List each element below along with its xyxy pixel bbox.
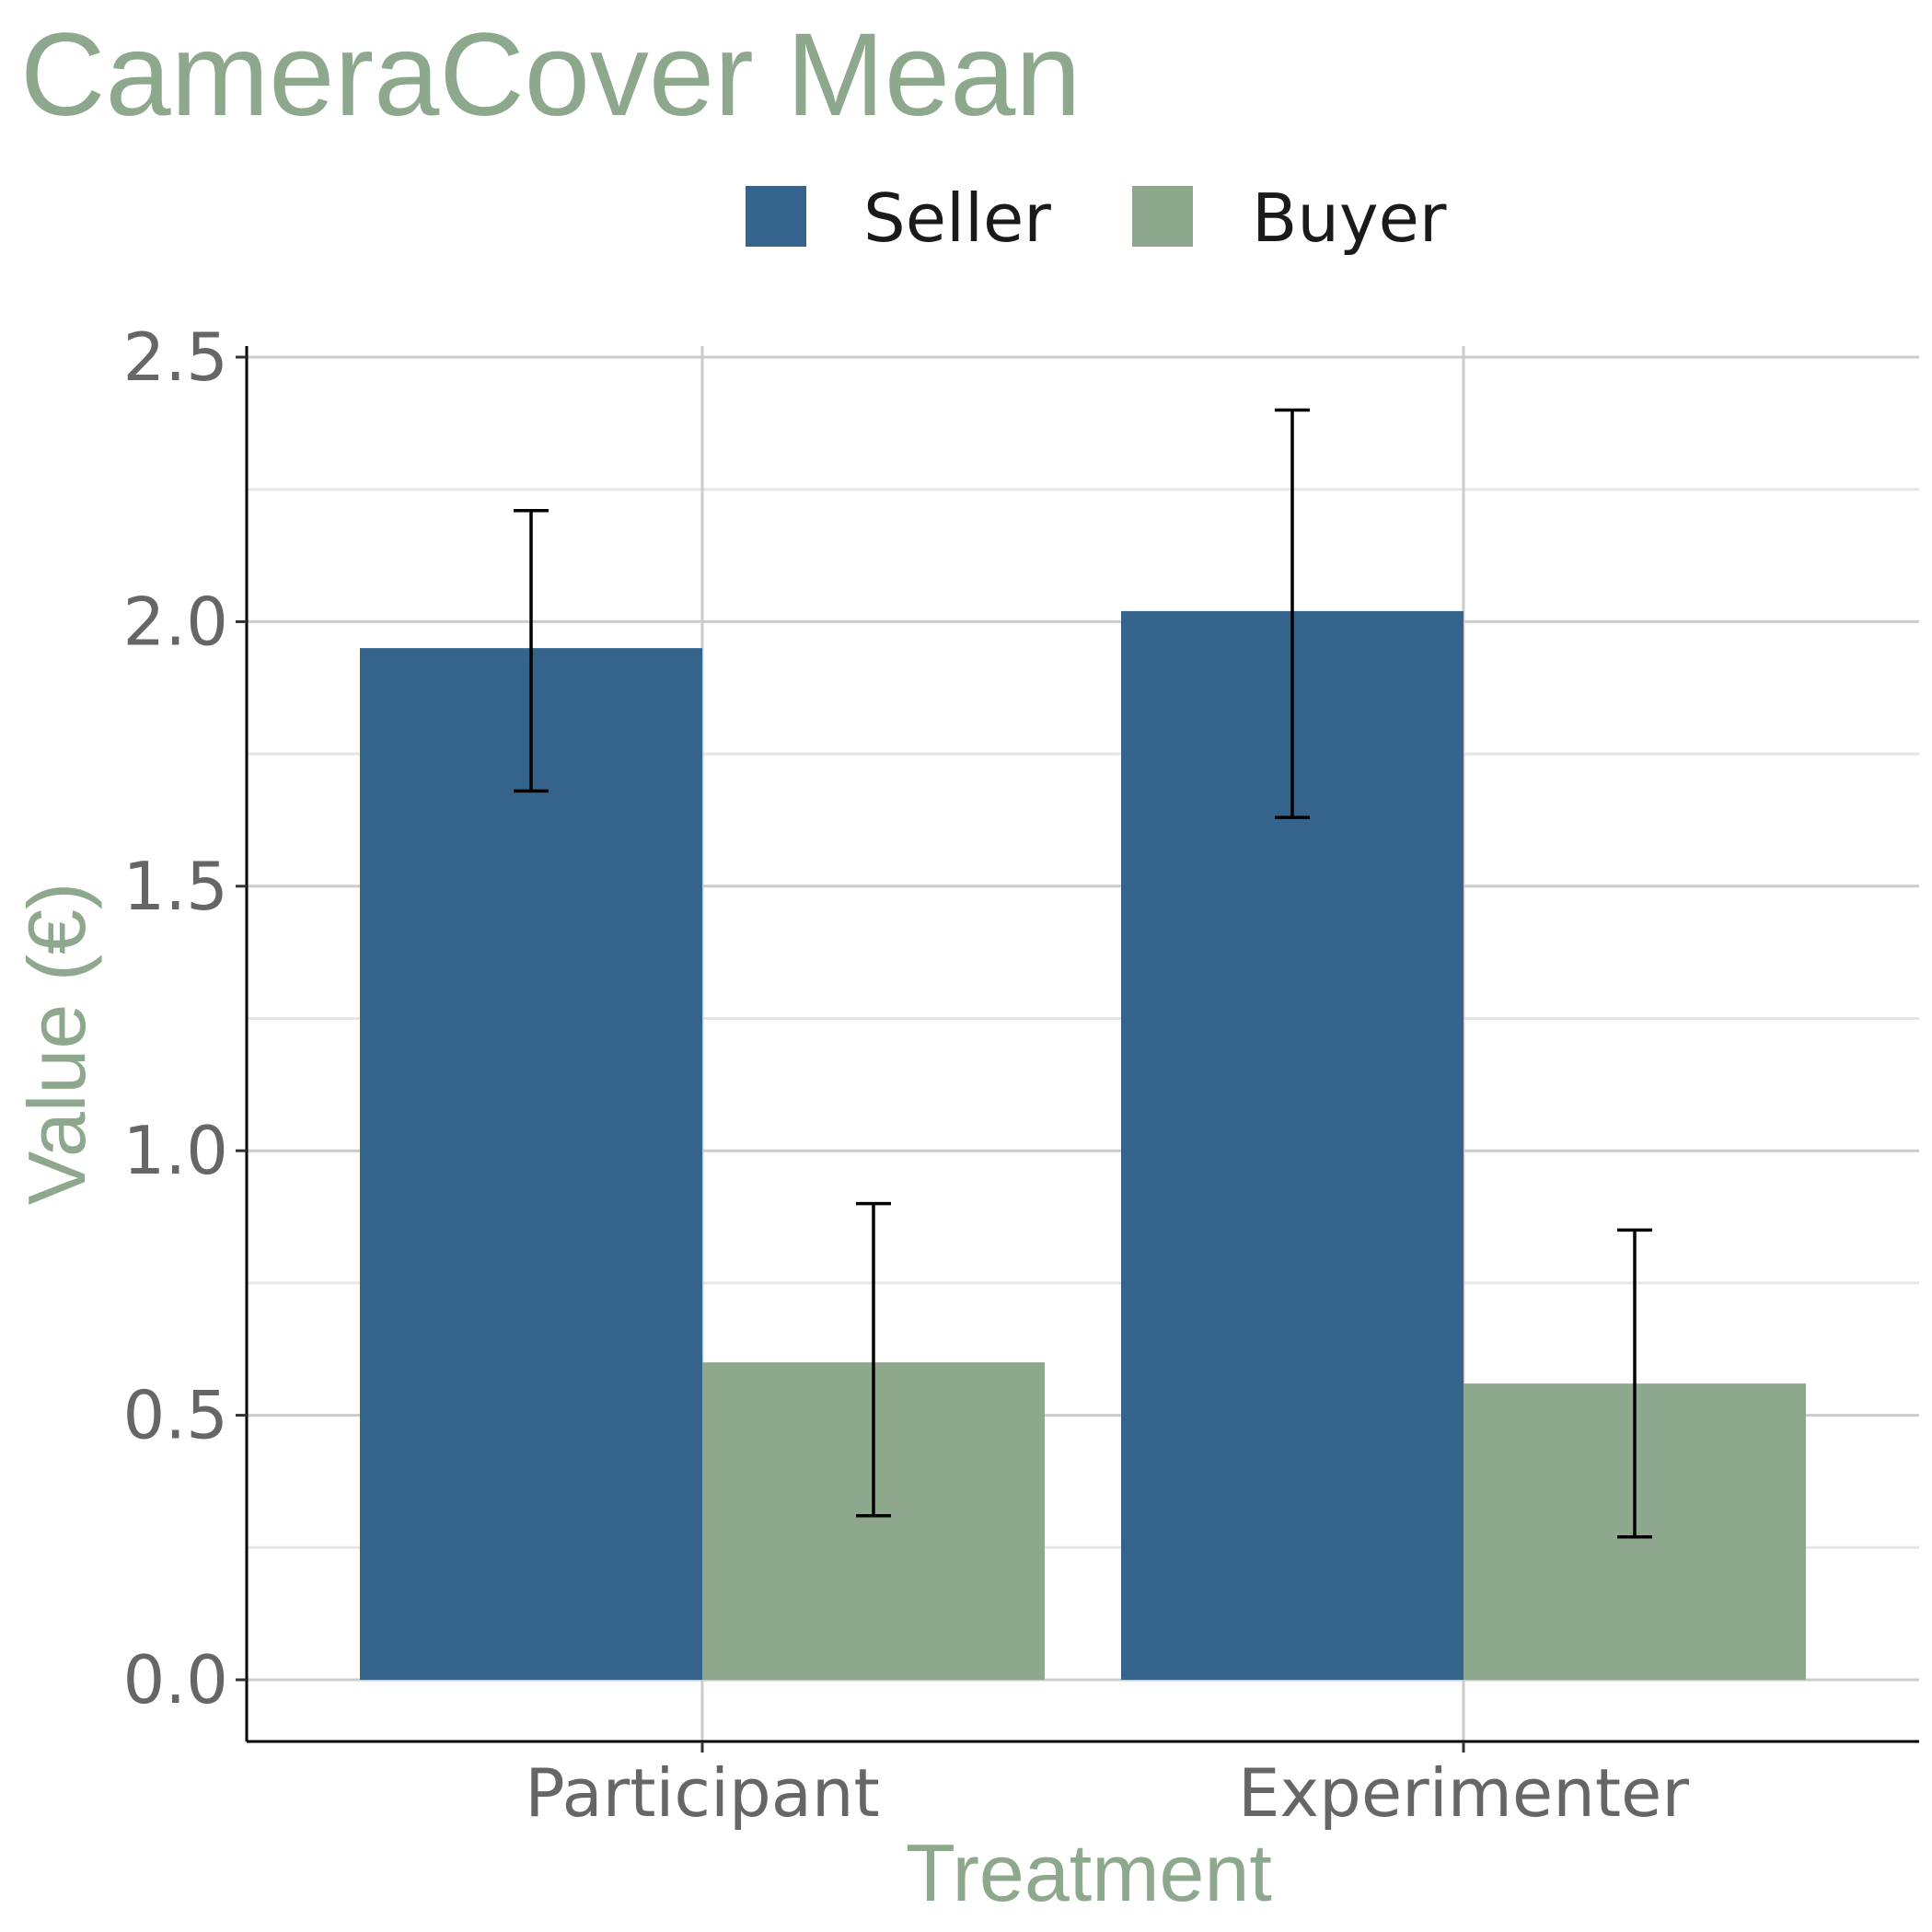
legend-swatch-seller [746,186,806,247]
legend-label-buyer: Buyer [1252,179,1447,257]
error-bar-seller-participant [514,508,549,793]
x-tick-label: Experimenter [1238,1754,1689,1832]
error-bar-buyer-experimenter [1617,1228,1652,1539]
error-bar-seller-experimenter [1275,408,1310,819]
x-axis-title: Treatment [906,1827,1272,1918]
legend: Seller Buyer [746,179,1447,257]
y-tick-label: 1.5 [122,848,228,925]
error-bars [514,408,1652,1539]
error-bar-buyer-participant [856,1201,891,1518]
y-tick-label: 1.0 [122,1112,228,1189]
x-tick-label: Participant [525,1754,879,1832]
y-tick-label: 0.0 [122,1641,228,1718]
chart-title: CameraCover Mean [20,9,1081,141]
y-axis-ticks: 0.0 0.5 1.0 1.5 2.0 2.5 [122,318,247,1718]
x-axis-ticks: Participant Experimenter [525,1741,1689,1832]
y-tick-label: 2.5 [122,318,228,396]
y-axis-title: Value (€) [11,883,102,1206]
legend-label-seller: Seller [863,179,1051,257]
y-tick-label: 2.0 [122,583,228,660]
legend-swatch-buyer [1132,186,1193,247]
y-tick-label: 0.5 [122,1377,228,1454]
bar-seller-participant [360,648,702,1680]
bars [360,610,1806,1680]
